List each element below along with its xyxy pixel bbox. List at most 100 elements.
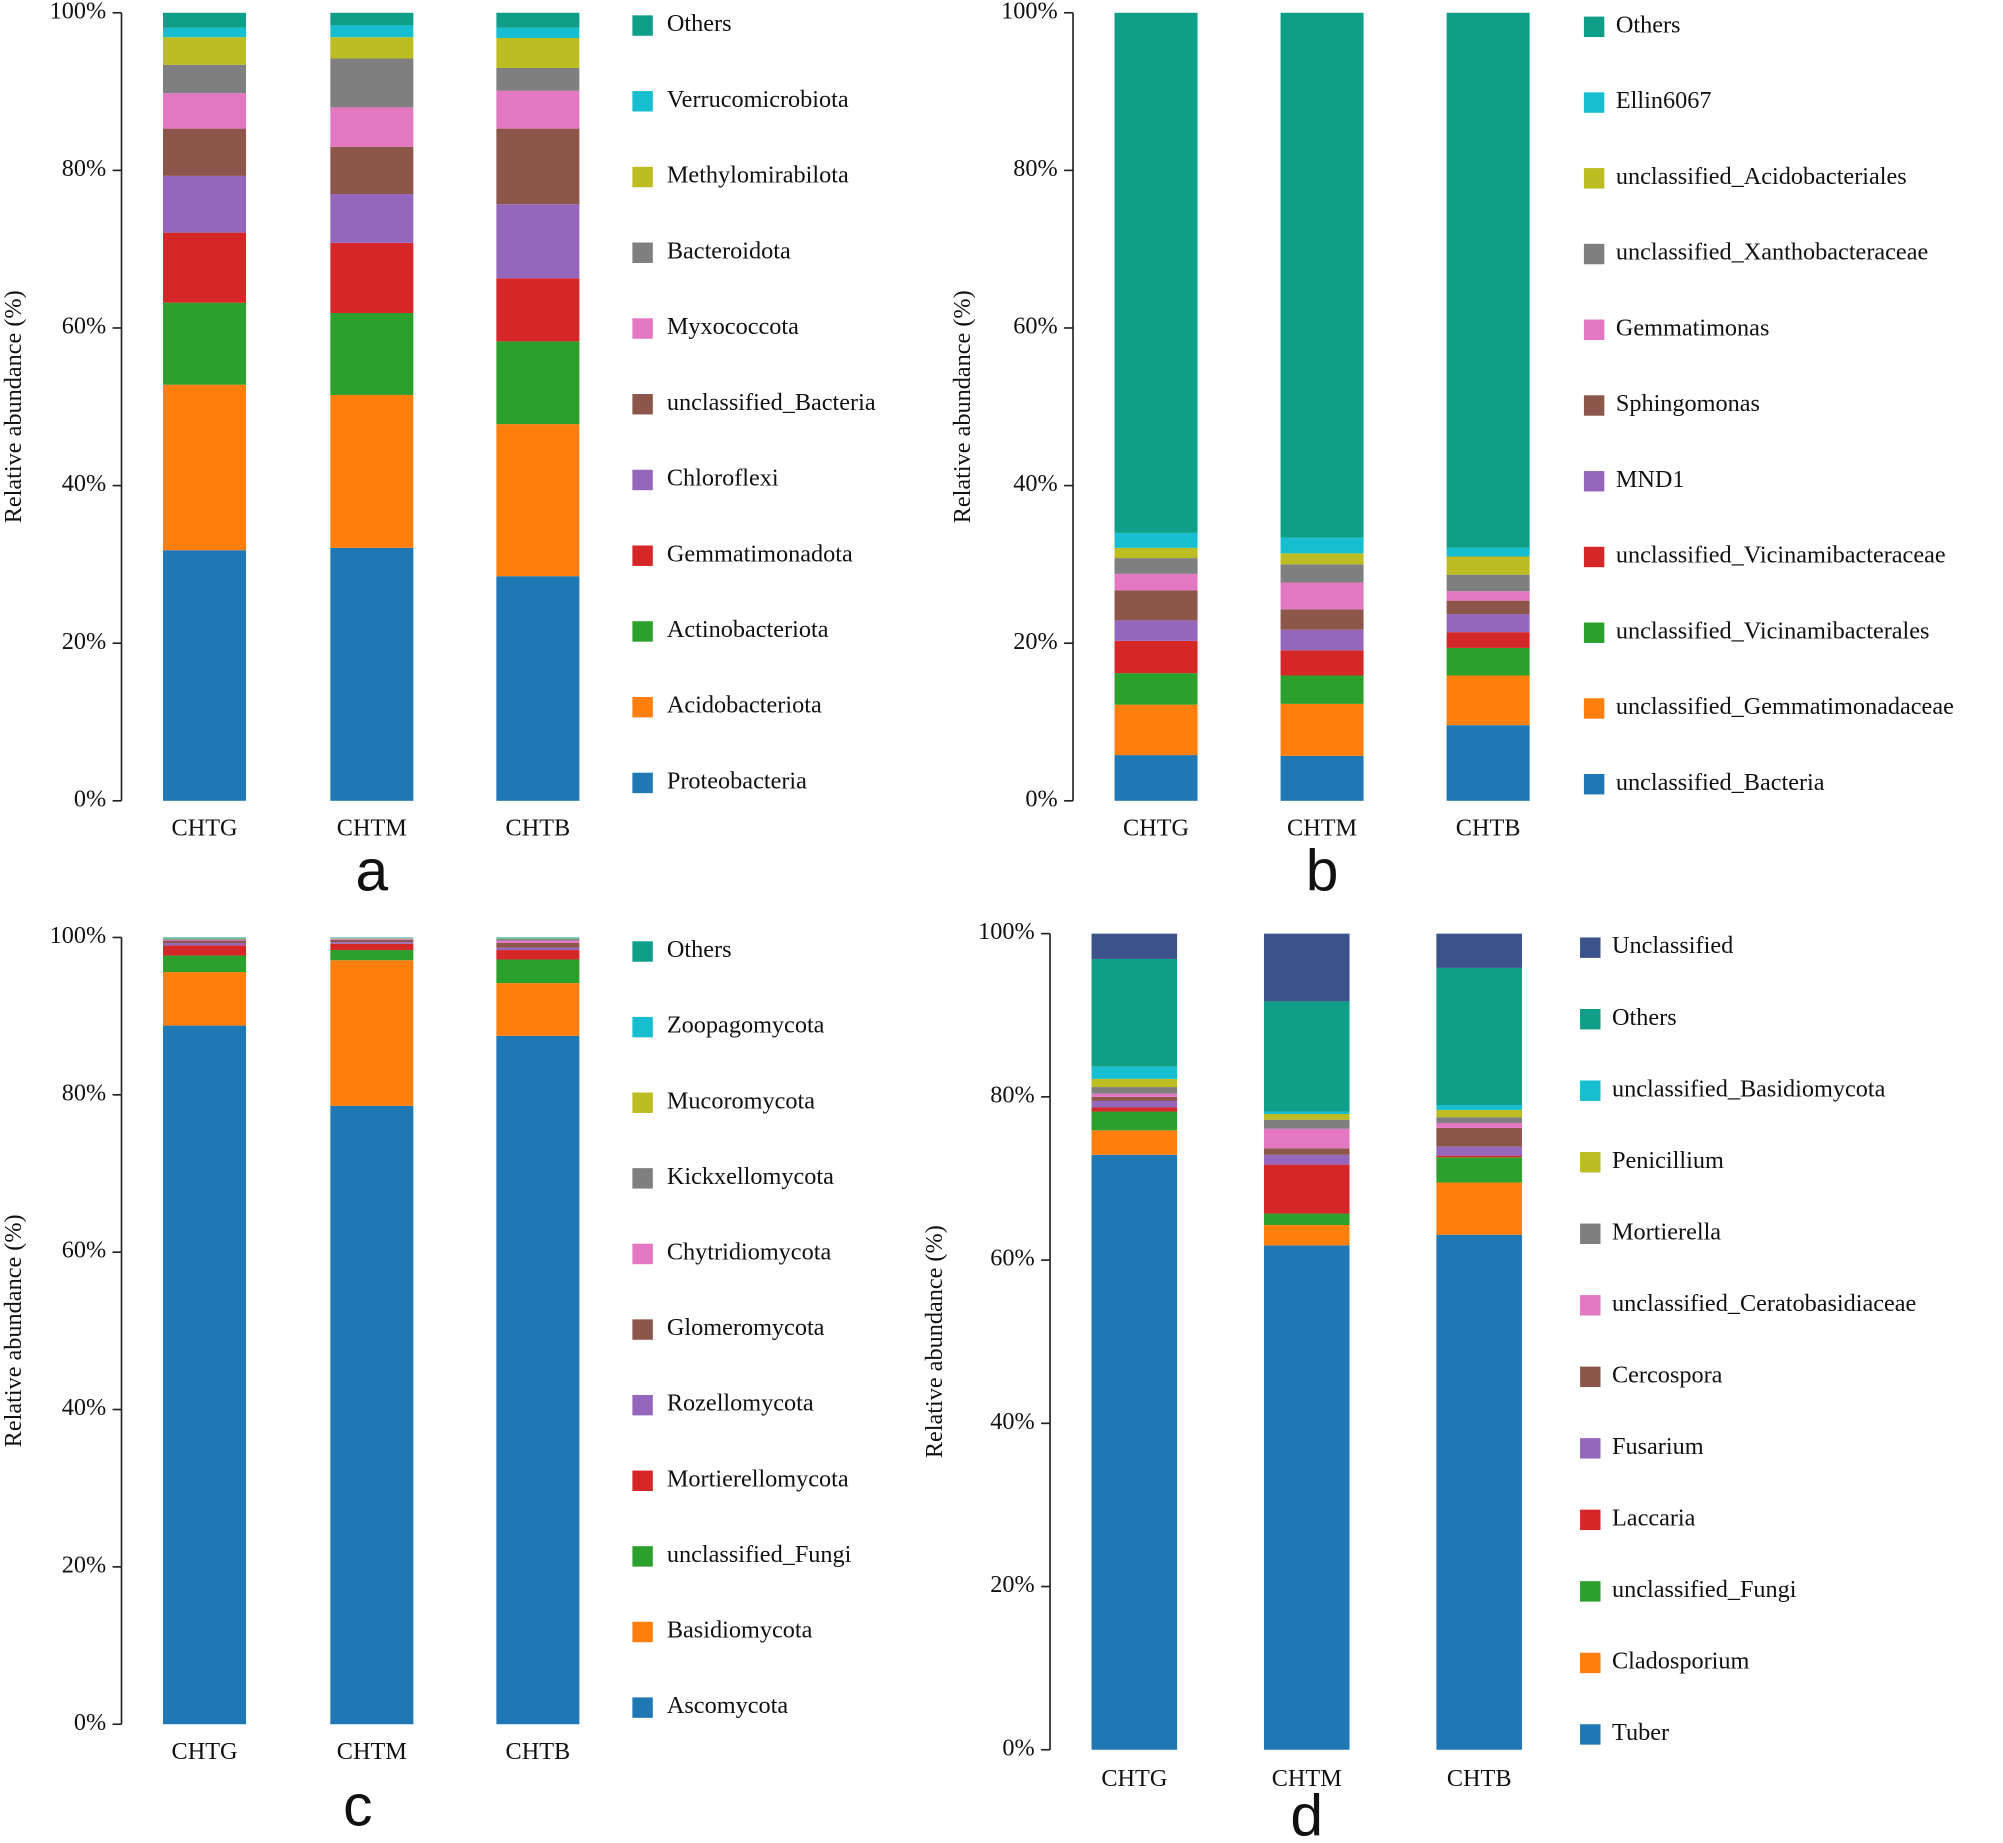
legend-label: Acidobacteriota xyxy=(667,692,822,719)
y-tick-label: 20% xyxy=(62,1551,106,1578)
bar-segment xyxy=(1263,1164,1350,1214)
bar-segment xyxy=(1263,1224,1350,1246)
bar-segment xyxy=(1280,582,1364,610)
legend-label: Methylomirabilota xyxy=(667,162,849,189)
y-tick-label: 80% xyxy=(990,1081,1034,1108)
y-tick-label: 100% xyxy=(50,0,107,24)
legend-label: Kickxellomycota xyxy=(667,1163,834,1190)
bar-segment xyxy=(1091,933,1178,959)
bar-segment xyxy=(1114,640,1198,674)
x-tick-label: CHTG xyxy=(1101,1765,1167,1792)
legend-label: Ascomycota xyxy=(667,1692,788,1719)
legend-label: unclassified_Vicinamibacteraceae xyxy=(1616,542,1946,569)
bar-segment xyxy=(1280,537,1364,554)
legend-swatch xyxy=(1583,16,1605,38)
bar-segment xyxy=(163,27,247,38)
bar-segment xyxy=(496,37,580,68)
legend-swatch xyxy=(632,1697,653,1718)
bar-segment xyxy=(1436,1105,1522,1110)
legend-swatch xyxy=(632,772,653,794)
legend-label: Others xyxy=(667,10,732,37)
bar-segment xyxy=(1263,1128,1350,1149)
legend-label: MND1 xyxy=(1616,466,1685,493)
bar-segment xyxy=(1263,1154,1350,1165)
bar-segment xyxy=(163,945,247,956)
legend-label: Cladosporium xyxy=(1612,1647,1750,1674)
x-tick-label: CHTG xyxy=(1123,815,1189,842)
bar-segment xyxy=(1091,1130,1178,1155)
legend-swatch xyxy=(1580,1080,1601,1101)
legend-label: Others xyxy=(667,936,732,963)
legend-label: Proteobacteria xyxy=(667,767,807,794)
legend-swatch xyxy=(1580,937,1601,958)
y-axis-label: Relative abundance (%) xyxy=(0,290,27,523)
legend-swatch xyxy=(632,696,653,718)
bar-segment xyxy=(1436,1146,1522,1156)
bar-segment xyxy=(1091,1111,1178,1131)
y-tick-label: 60% xyxy=(1013,313,1057,340)
y-tick-label: 60% xyxy=(990,1245,1034,1272)
bar-segment xyxy=(1436,1234,1522,1750)
y-tick-label: 40% xyxy=(62,1394,106,1421)
bar-segment xyxy=(1091,1093,1178,1097)
legend-label: Myxococcota xyxy=(667,313,799,340)
x-tick-label: CHTM xyxy=(1272,1765,1342,1792)
legend-swatch xyxy=(632,318,653,339)
bar-segment xyxy=(163,384,247,551)
bar-segment xyxy=(1114,558,1198,574)
bar-segment xyxy=(1280,675,1364,704)
bar-segment xyxy=(330,943,414,951)
legend-swatch xyxy=(632,1394,653,1416)
bar-segment xyxy=(1436,1155,1522,1158)
panel-label: d xyxy=(1290,1784,1323,1843)
legend-label: unclassified_Bacteria xyxy=(1616,769,1825,796)
bar-segment xyxy=(1114,620,1198,641)
bar-segment xyxy=(1091,1107,1178,1112)
bar-segment xyxy=(496,27,580,38)
legend-label: unclassified_Bacteria xyxy=(667,389,876,416)
bar-segment xyxy=(496,278,580,342)
legend-swatch xyxy=(1583,168,1605,189)
bar-segment xyxy=(330,12,414,26)
x-tick-label: CHTM xyxy=(337,815,407,842)
bar-segment xyxy=(1114,532,1198,548)
bar-segment xyxy=(330,950,414,961)
panel-label: b xyxy=(1306,838,1339,903)
bar-segment xyxy=(330,939,414,943)
legend-label: unclassified_Basidiomycota xyxy=(1612,1075,1886,1102)
bar-segment xyxy=(163,1025,247,1725)
bar-segment xyxy=(163,37,247,65)
bar-segment xyxy=(1446,647,1530,676)
y-tick-label: 40% xyxy=(1013,470,1057,497)
bar-segment xyxy=(1114,12,1198,533)
bar-segment xyxy=(1446,725,1530,801)
legend-label: unclassified_Fungi xyxy=(1612,1576,1797,1603)
bar-segment xyxy=(1446,591,1530,601)
bar-segment xyxy=(163,937,247,939)
bar-segment xyxy=(496,939,580,941)
legend-swatch xyxy=(1583,319,1605,340)
legend-label: unclassified_Gemmatimonadaceae xyxy=(1616,693,1954,720)
legend-swatch xyxy=(632,1092,653,1113)
bar-segment xyxy=(330,25,414,38)
bar-segment xyxy=(496,341,580,425)
bar-segment xyxy=(1436,1122,1522,1128)
legend-swatch xyxy=(1583,546,1605,568)
bar-segment xyxy=(1091,1154,1178,1750)
x-tick-label: CHTB xyxy=(1447,1765,1512,1792)
legend-label: Fusarium xyxy=(1612,1433,1704,1460)
bar-segment xyxy=(496,937,580,939)
legend-label: Glomeromycota xyxy=(667,1314,825,1341)
y-tick-label: 20% xyxy=(62,628,106,655)
legend-swatch xyxy=(632,1168,653,1189)
legend-label: Rozellomycota xyxy=(667,1390,814,1417)
legend-swatch xyxy=(1580,1652,1601,1674)
bar-segment xyxy=(1114,704,1198,756)
legend-swatch xyxy=(632,1470,653,1492)
legend-swatch xyxy=(1583,698,1605,719)
x-tick-label: CHTB xyxy=(1456,815,1521,842)
bar-segment xyxy=(1263,1111,1350,1114)
bar-segment xyxy=(1263,933,1350,1002)
bar-segment xyxy=(1091,1066,1178,1079)
